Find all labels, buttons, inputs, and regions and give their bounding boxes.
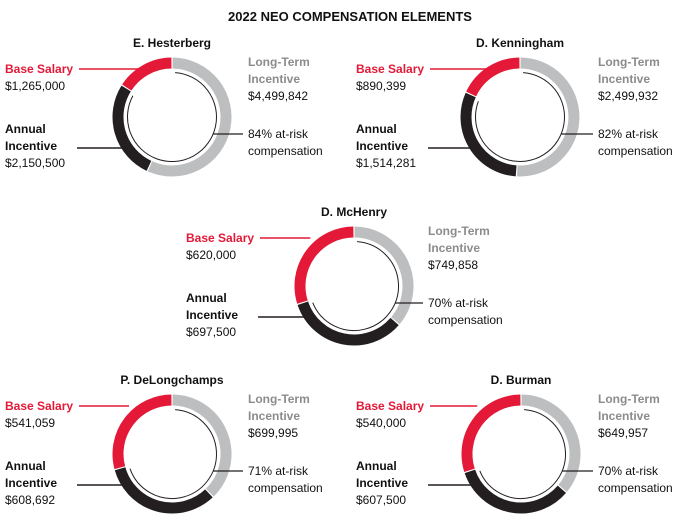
at-risk-arc (129, 409, 217, 500)
slice-base-salary (461, 394, 521, 472)
base-salary-label: Base Salary (356, 62, 424, 76)
long-term-incentive-label-line2: Incentive (248, 72, 300, 86)
base-salary-label: Base Salary (5, 399, 73, 413)
annual-incentive-label-line2: Incentive (186, 308, 238, 322)
donut-chart-3: D. McHenry Base Salary $620,000 Annual Incen… (186, 205, 503, 346)
slice-long-term-incentive (521, 394, 581, 492)
at-risk-compensation-label: compensation (598, 144, 673, 158)
annual-incentive-label-line1: Annual (186, 291, 227, 305)
slice-long-term-incentive (147, 57, 232, 177)
annual-incentive-label-line1: Annual (5, 122, 46, 136)
long-term-incentive-label-line2: Incentive (248, 409, 300, 423)
long-term-incentive-label-line2: Incentive (428, 241, 480, 255)
annual-incentive-label-line1: Annual (356, 122, 397, 136)
long-term-incentive-label-line2: Incentive (598, 72, 650, 86)
at-risk-percent-label: 82% at-risk (598, 127, 659, 141)
base-salary-value: $620,000 (186, 248, 236, 262)
base-salary-value: $541,059 (5, 416, 55, 430)
at-risk-percent-label: 84% at-risk (248, 127, 309, 141)
long-term-incentive-value: $749,858 (428, 258, 478, 272)
annual-incentive-label-line1: Annual (356, 459, 397, 473)
slice-base-salary (122, 57, 172, 91)
long-term-incentive-value: $4,499,842 (248, 89, 308, 103)
long-term-incentive-label-line1: Long-Term (248, 392, 310, 406)
at-risk-arc (312, 241, 399, 331)
at-risk-arc (127, 72, 217, 162)
slice-long-term-incentive (354, 226, 414, 325)
at-risk-percent-label: 70% at-risk (598, 464, 659, 478)
executive-name: D. Kenningham (476, 36, 564, 50)
slice-base-salary (112, 394, 172, 470)
at-risk-compensation-label: compensation (248, 481, 323, 495)
donut-chart-2: D. Kenningham Base Salary $890,399 Annual In… (356, 36, 673, 177)
donut-chart-1: E. Hesterberg Base Salary $1,265,000 Annual… (5, 36, 323, 177)
long-term-incentive-label-line1: Long-Term (428, 224, 490, 238)
executive-name: P. DeLongchamps (120, 373, 223, 387)
annual-incentive-value: $697,500 (186, 325, 236, 339)
slice-base-salary (294, 226, 354, 304)
donut-chart-4: P. DeLongchamps Base Salary $541,059 Annual… (5, 373, 323, 514)
at-risk-percent-label: 71% at-risk (248, 464, 309, 478)
base-salary-value: $890,399 (356, 79, 406, 93)
long-term-incentive-label-line1: Long-Term (248, 55, 310, 69)
annual-incentive-label-line1: Annual (5, 459, 46, 473)
long-term-incentive-value: $699,995 (248, 426, 298, 440)
long-term-incentive-label-line1: Long-Term (598, 392, 660, 406)
slice-base-salary (466, 57, 520, 97)
chart-title: 2022 NEO COMPENSATION ELEMENTS (228, 9, 472, 24)
annual-incentive-value: $607,500 (356, 493, 406, 507)
base-salary-label: Base Salary (186, 231, 254, 245)
annual-incentive-label-line2: Incentive (356, 476, 408, 490)
executive-name: E. Hesterberg (133, 36, 211, 50)
at-risk-compensation-label: compensation (428, 313, 503, 327)
base-salary-value: $1,265,000 (5, 79, 65, 93)
long-term-incentive-value: $2,499,932 (598, 89, 658, 103)
slice-annual-incentive (460, 92, 517, 177)
long-term-incentive-label-line1: Long-Term (598, 55, 660, 69)
executive-name: D. McHenry (321, 205, 387, 219)
slice-long-term-incentive (172, 394, 232, 497)
annual-incentive-label-line2: Incentive (356, 139, 408, 153)
at-risk-percent-label: 70% at-risk (428, 296, 489, 310)
annual-incentive-label-line2: Incentive (5, 476, 57, 490)
donut-chart-5: D. Burman Base Salary $540,000 Annual Incent… (356, 373, 673, 514)
annual-incentive-label-line2: Incentive (5, 139, 57, 153)
annual-incentive-value: $2,150,500 (5, 156, 65, 170)
base-salary-value: $540,000 (356, 416, 406, 430)
base-salary-label: Base Salary (356, 399, 424, 413)
at-risk-compensation-label: compensation (598, 481, 673, 495)
long-term-incentive-value: $649,957 (598, 426, 648, 440)
slice-long-term-incentive (517, 57, 580, 177)
base-salary-label: Base Salary (5, 62, 73, 76)
slice-annual-incentive (114, 467, 213, 514)
executive-name: D. Burman (491, 373, 552, 387)
slice-annual-incentive (112, 85, 152, 171)
long-term-incentive-label-line2: Incentive (598, 409, 650, 423)
annual-incentive-value: $608,692 (5, 493, 55, 507)
annual-incentive-value: $1,514,281 (356, 156, 416, 170)
at-risk-arc (475, 72, 565, 162)
at-risk-compensation-label: compensation (248, 144, 323, 158)
at-risk-arc (479, 409, 566, 499)
